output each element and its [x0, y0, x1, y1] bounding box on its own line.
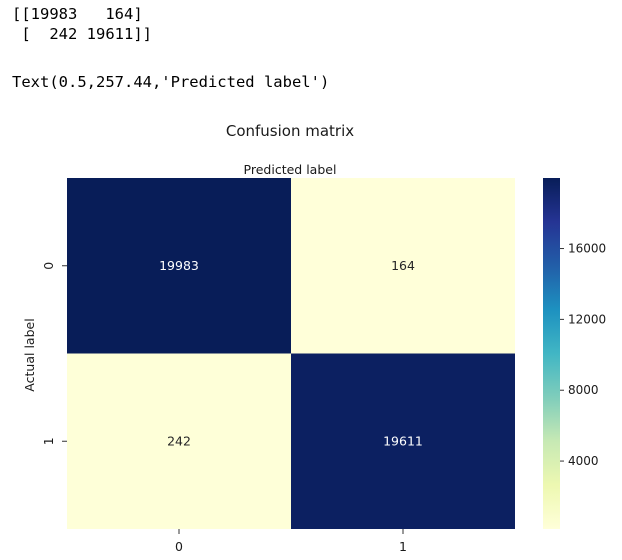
y-tick-label-0: 0 — [41, 262, 56, 270]
chart-title: Confusion matrix — [226, 122, 354, 140]
console-output-array: [[19983 164] [ 242 19611]] — [12, 4, 152, 44]
cell-value-1-1: 19611 — [383, 433, 423, 448]
cell-value-0-1: 164 — [391, 258, 415, 273]
heatmap-cells — [67, 178, 515, 529]
colorbar-tick-label-3: 16000 — [568, 242, 606, 256]
y-ticks: 01 — [41, 262, 67, 445]
x-axis-label: Predicted label — [244, 162, 337, 177]
heatmap-cell-0-1 — [291, 178, 515, 354]
heatmap-cell-1-0 — [67, 353, 291, 529]
y-axis-label: Actual label — [22, 318, 37, 391]
colorbar-ticks: 4000 8000 12000 16000 — [560, 242, 606, 468]
console-output-repr: Text(0.5,257.44,'Predicted label') — [12, 73, 330, 91]
cell-annotations: 19983 164 242 19611 — [159, 258, 423, 449]
cell-value-1-0: 242 — [167, 433, 191, 448]
cell-value-0-0: 19983 — [159, 258, 199, 273]
heatmap-cell-1-1 — [291, 353, 515, 529]
array-line-2: [ 242 19611]] — [12, 25, 152, 43]
x-tick-label-0: 0 — [175, 539, 183, 554]
colorbar — [543, 178, 560, 529]
colorbar-tick-label-1: 8000 — [568, 383, 599, 397]
colorbar-tick-label-0: 4000 — [568, 454, 599, 468]
colorbar-tick-label-2: 12000 — [568, 312, 606, 326]
array-line-1: [[19983 164] — [12, 5, 143, 23]
y-tick-label-1: 1 — [41, 437, 56, 445]
x-tick-label-1: 1 — [399, 539, 407, 554]
heatmap-cell-0-0 — [67, 178, 291, 354]
